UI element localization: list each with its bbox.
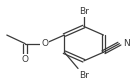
Text: Br: Br [79,71,89,80]
Text: Br: Br [79,7,89,16]
Text: N: N [123,39,130,48]
Text: O: O [22,55,29,64]
Text: O: O [41,39,48,48]
